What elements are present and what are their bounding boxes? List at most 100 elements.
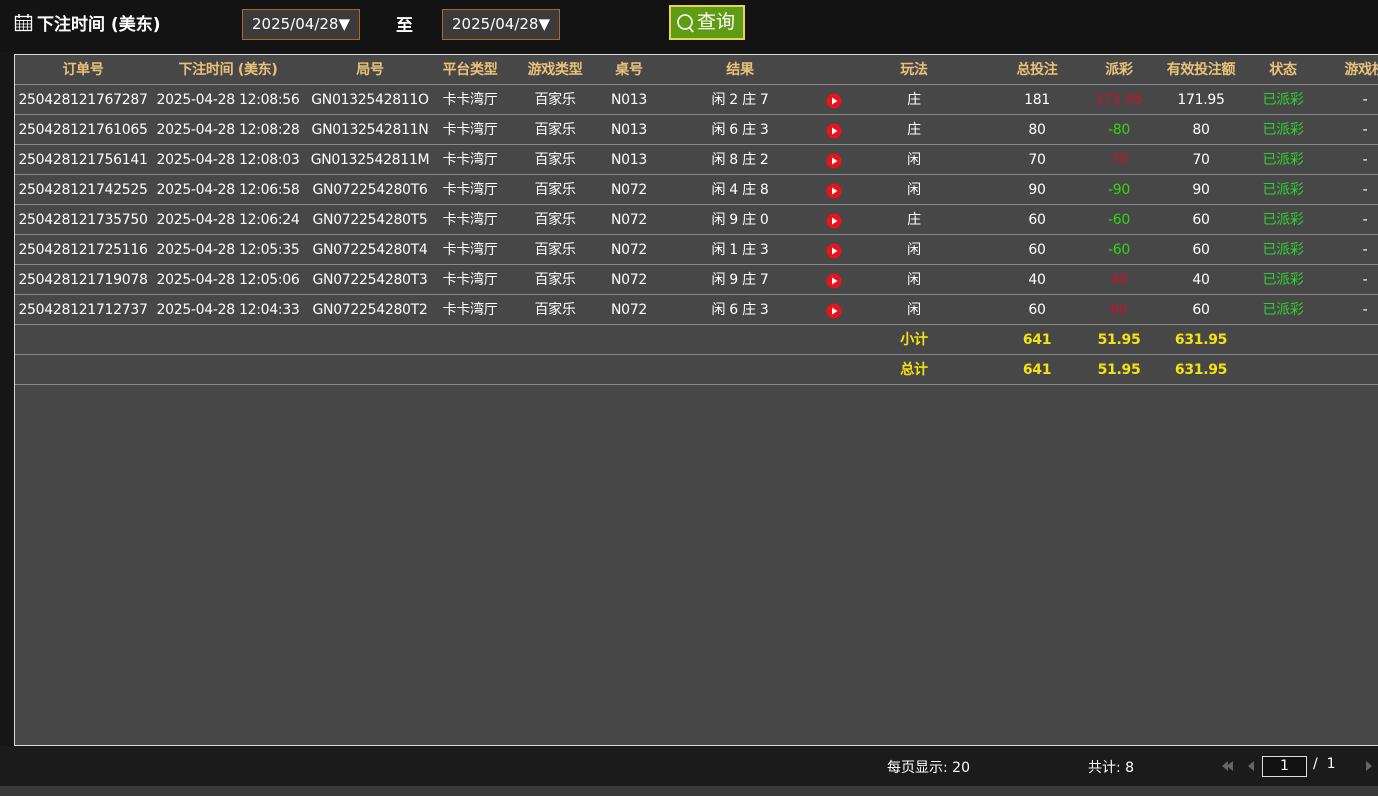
- table-cell: 闲 1 庄 3: [711, 242, 769, 258]
- summary-total-bet: 641: [1022, 332, 1052, 348]
- summary-payout: 51.95: [1097, 362, 1141, 378]
- table-cell: 250428121712737: [18, 302, 148, 318]
- row-divider: [15, 294, 1378, 295]
- table-cell: 90: [1028, 182, 1046, 198]
- table-cell: 闲: [907, 182, 921, 198]
- row-divider: [15, 384, 1378, 385]
- table-cell: 已派彩: [1262, 212, 1304, 228]
- table-cell: 闲: [907, 152, 921, 168]
- play-icon[interactable]: [826, 153, 842, 169]
- table-cell: 2025-04-28 12:08:03: [156, 152, 300, 168]
- column-header: 派彩: [1105, 62, 1133, 78]
- table-cell: GN0132542811O: [311, 92, 429, 108]
- play-icon[interactable]: [826, 273, 842, 289]
- row-divider: [15, 234, 1378, 235]
- table-cell: 250428121725116: [18, 242, 148, 258]
- column-header: 状态: [1269, 62, 1297, 78]
- table-cell: 60: [1192, 212, 1210, 228]
- table-cell: 闲 4 庄 8: [711, 182, 769, 198]
- table-cell: N072: [611, 182, 647, 198]
- column-header: 总投注: [1016, 62, 1058, 78]
- table-cell: 卡卡湾厅: [442, 122, 498, 138]
- table-cell: 闲 9 庄 0: [711, 212, 769, 228]
- pager-prev[interactable]: [1220, 759, 1260, 773]
- table-cell: 40: [1028, 272, 1046, 288]
- table-cell: 2025-04-28 12:06:58: [156, 182, 300, 198]
- search-icon: [677, 14, 694, 33]
- page-input[interactable]: 1: [1262, 756, 1307, 777]
- table-cell: 80: [1192, 122, 1210, 138]
- table-cell: -60: [1108, 242, 1130, 258]
- table-cell: 百家乐: [534, 182, 576, 198]
- date-to[interactable]: 2025/04/28▼: [442, 9, 560, 40]
- table-cell: 250428121735750: [18, 212, 148, 228]
- summary-payout: 51.95: [1097, 332, 1141, 348]
- table-cell: 2025-04-28 12:08:56: [156, 92, 300, 108]
- row-divider: [15, 144, 1378, 145]
- table-cell: 百家乐: [534, 152, 576, 168]
- table-cell: -: [1362, 242, 1368, 258]
- table-cell: GN072254280T5: [312, 212, 428, 228]
- table-cell: 60: [1028, 212, 1046, 228]
- row-divider: [15, 204, 1378, 205]
- table-cell: 卡卡湾厅: [442, 302, 498, 318]
- table-cell: 已派彩: [1262, 272, 1304, 288]
- table-cell: 已派彩: [1262, 152, 1304, 168]
- filter-title: 下注时间 (美东): [37, 15, 161, 35]
- summary-total-bet: 641: [1022, 362, 1052, 378]
- column-header: 下注时间 (美东): [178, 62, 278, 78]
- table-cell: 卡卡湾厅: [442, 152, 498, 168]
- table-cell: 卡卡湾厅: [442, 182, 498, 198]
- table-cell: 庄: [907, 122, 921, 138]
- table-cell: 2025-04-28 12:05:35: [156, 242, 300, 258]
- table-cell: GN072254280T3: [312, 272, 428, 288]
- row-divider: [15, 84, 1378, 85]
- column-header: 玩法: [900, 62, 928, 78]
- table-cell: -: [1362, 302, 1368, 318]
- table-cell: 250428121767287: [18, 92, 148, 108]
- play-icon[interactable]: [826, 93, 842, 109]
- table-cell: -: [1362, 92, 1368, 108]
- column-header: 平台类型: [442, 62, 498, 78]
- table-cell: -: [1362, 122, 1368, 138]
- query-button[interactable]: 查询: [669, 5, 745, 40]
- table-cell: 已派彩: [1262, 302, 1304, 318]
- row-divider: [15, 354, 1378, 355]
- summary-label: 小计: [900, 332, 928, 348]
- date-from[interactable]: 2025/04/28▼: [242, 9, 360, 40]
- table-cell: 60: [1028, 302, 1046, 318]
- separator: 至: [396, 16, 413, 36]
- play-icon[interactable]: [826, 243, 842, 259]
- table-cell: GN072254280T4: [312, 242, 428, 258]
- play-icon[interactable]: [826, 123, 842, 139]
- table-cell: N072: [611, 242, 647, 258]
- table-cell: 闲: [907, 302, 921, 318]
- table-cell: N013: [611, 92, 647, 108]
- table-cell: 闲 2 庄 7: [711, 92, 769, 108]
- play-icon[interactable]: [826, 213, 842, 229]
- table-cell: 百家乐: [534, 92, 576, 108]
- table-cell: 2025-04-28 12:06:24: [156, 212, 300, 228]
- table-cell: 2025-04-28 12:08:28: [156, 122, 300, 138]
- calendar-icon: [14, 14, 33, 32]
- pager-next[interactable]: [1364, 759, 1376, 773]
- column-header: 局号: [356, 62, 384, 78]
- table-cell: 已派彩: [1262, 122, 1304, 138]
- table-cell: 70: [1192, 152, 1210, 168]
- play-icon[interactable]: [826, 303, 842, 319]
- table-cell: 闲: [907, 272, 921, 288]
- footer-bar: 每页显示: 20 共计: 8 1 / 1: [0, 746, 1378, 786]
- table-cell: -90: [1108, 182, 1130, 198]
- table-cell: 庄: [907, 212, 921, 228]
- table-cell: GN0132542811N: [311, 122, 429, 138]
- table-cell: N072: [611, 272, 647, 288]
- table-cell: N072: [611, 212, 647, 228]
- table-cell: GN0132542811M: [310, 152, 430, 168]
- table-cell: N013: [611, 152, 647, 168]
- table-cell: 百家乐: [534, 272, 576, 288]
- table-cell: 庄: [907, 92, 921, 108]
- table-cell: 已派彩: [1262, 92, 1304, 108]
- play-icon[interactable]: [826, 183, 842, 199]
- column-header: 订单号: [62, 62, 104, 78]
- table-cell: N072: [611, 302, 647, 318]
